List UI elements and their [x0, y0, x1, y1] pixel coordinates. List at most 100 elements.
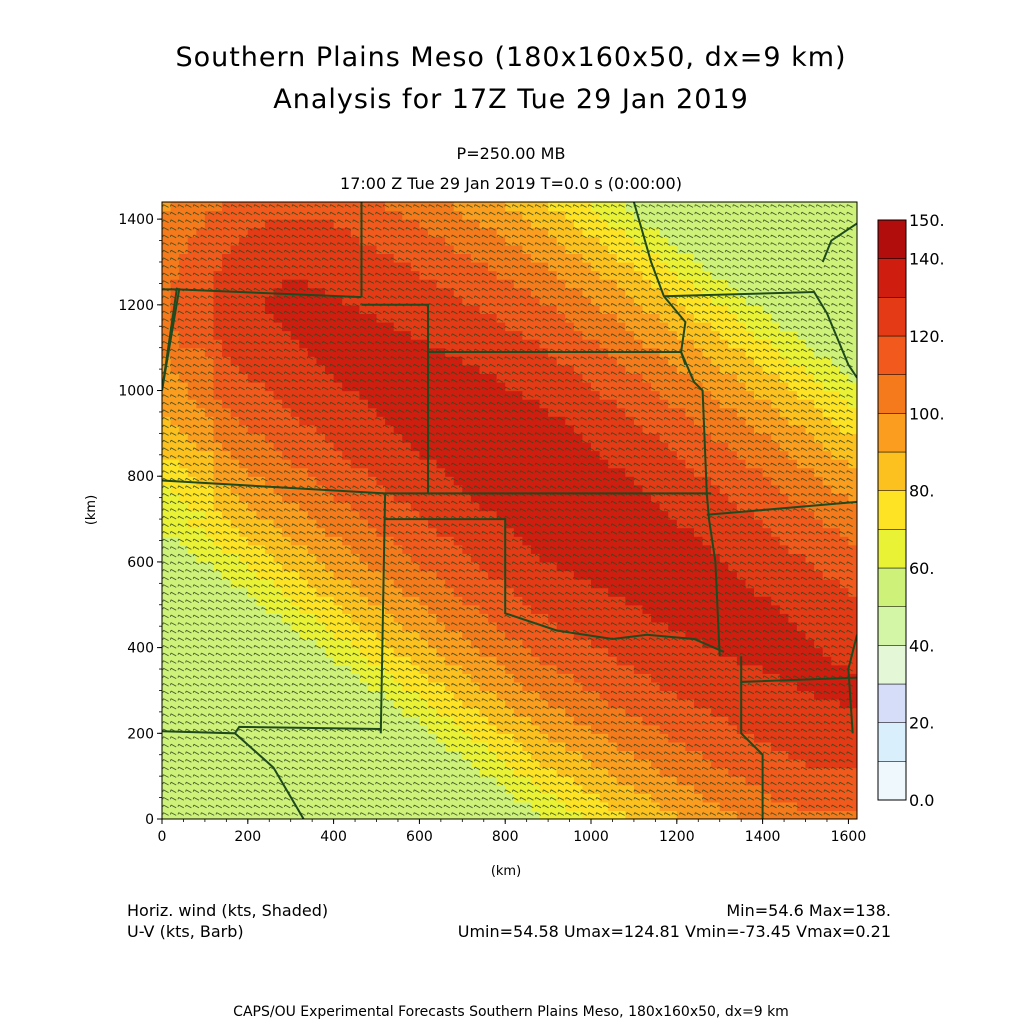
field-cell: [222, 364, 232, 374]
field-cell: [453, 399, 463, 409]
field-cell: [522, 579, 532, 589]
field-cell: [367, 656, 378, 666]
field-cell: [719, 381, 729, 392]
field-cell: [367, 544, 378, 554]
field-cell: [342, 544, 352, 554]
field-cell: [299, 647, 309, 657]
field-cell: [290, 510, 300, 520]
field-cell: [427, 244, 438, 255]
field-cell: [196, 484, 206, 494]
field-cell: [479, 313, 489, 323]
field-cell: [505, 381, 515, 392]
field-cell: [470, 741, 481, 752]
field-cell: [642, 784, 652, 794]
field-cell: [488, 587, 498, 597]
field-cell: [325, 553, 335, 563]
field-cell: [222, 544, 232, 554]
field-cell: [693, 476, 704, 486]
field-cell: [290, 244, 300, 255]
field-cell: [445, 759, 455, 769]
field-cell: [350, 553, 360, 563]
field-cell: [488, 784, 498, 794]
field-cell: [462, 561, 472, 572]
field-cell: [608, 759, 618, 769]
field-cell: [402, 707, 412, 717]
field-cell: [290, 544, 300, 554]
field-cell: [290, 287, 300, 297]
field-cell: [745, 801, 755, 812]
field-cell: [625, 724, 635, 734]
field-cell: [505, 707, 515, 717]
field-cell: [728, 476, 738, 486]
field-cell: [350, 673, 360, 683]
field-cell: [496, 639, 506, 649]
field-cell: [393, 433, 403, 443]
field-cell: [453, 630, 463, 640]
field-cell: [393, 373, 403, 383]
field-cell: [367, 759, 378, 769]
field-cell: [213, 441, 223, 452]
field-cell: [651, 570, 661, 580]
field-cell: [453, 707, 463, 717]
field-cell: [591, 579, 601, 589]
field-cell: [488, 681, 498, 692]
field-cell: [419, 810, 429, 819]
field-cell: [239, 750, 249, 760]
field-cell: [342, 561, 352, 572]
field-cell: [668, 544, 678, 554]
field-cell: [162, 304, 172, 314]
field-cell: [668, 741, 678, 752]
field-cell: [385, 527, 395, 537]
field-cell: [179, 553, 189, 563]
field-cell: [445, 416, 455, 426]
field-cell: [676, 750, 686, 760]
field-cell: [582, 261, 592, 272]
field-cell: [591, 484, 601, 494]
field-cell: [385, 776, 395, 786]
field-cell: [625, 373, 635, 383]
field-cell: [393, 493, 403, 503]
field-cell: [633, 561, 644, 572]
field-cell: [633, 381, 644, 392]
plot-title: Southern Plains Meso (180x160x50, dx=9 k…: [175, 42, 847, 73]
field-cell: [496, 716, 506, 726]
field-cell: [402, 416, 412, 426]
field-cell: [530, 433, 541, 443]
field-cell: [316, 587, 326, 597]
field-cell: [651, 416, 661, 426]
field-cell: [633, 321, 644, 332]
field-cell: [325, 536, 335, 546]
field-cell: [222, 587, 232, 597]
field-cell: [316, 424, 326, 434]
field-cell: [676, 741, 686, 752]
field-cell: [264, 407, 275, 417]
field-cell: [342, 716, 352, 726]
field-cell: [247, 493, 257, 503]
field-cell: [625, 519, 635, 529]
field-cell: [410, 784, 421, 794]
field-cell: [385, 381, 395, 392]
field-cell: [462, 484, 472, 494]
field-cell: [616, 304, 626, 314]
field-cell: [333, 424, 343, 434]
field-cell: [367, 570, 378, 580]
field-cell: [410, 467, 421, 477]
field-cell: [530, 356, 541, 366]
field-cell: [608, 630, 618, 640]
field-cell: [230, 707, 240, 717]
field-cell: [505, 399, 515, 409]
field-cell: [204, 536, 215, 546]
field-cell: [282, 767, 292, 777]
field-cell: [651, 579, 661, 589]
field-cell: [282, 219, 292, 229]
field-cell: [367, 381, 378, 392]
field-cell: [170, 639, 180, 649]
field-cell: [625, 553, 635, 563]
field-cell: [179, 356, 189, 366]
field-cell: [513, 553, 523, 563]
field-cell: [359, 707, 369, 717]
field-cell: [230, 527, 240, 537]
field-cell: [582, 621, 592, 632]
field-cell: [556, 416, 566, 426]
field-cell: [530, 613, 541, 623]
